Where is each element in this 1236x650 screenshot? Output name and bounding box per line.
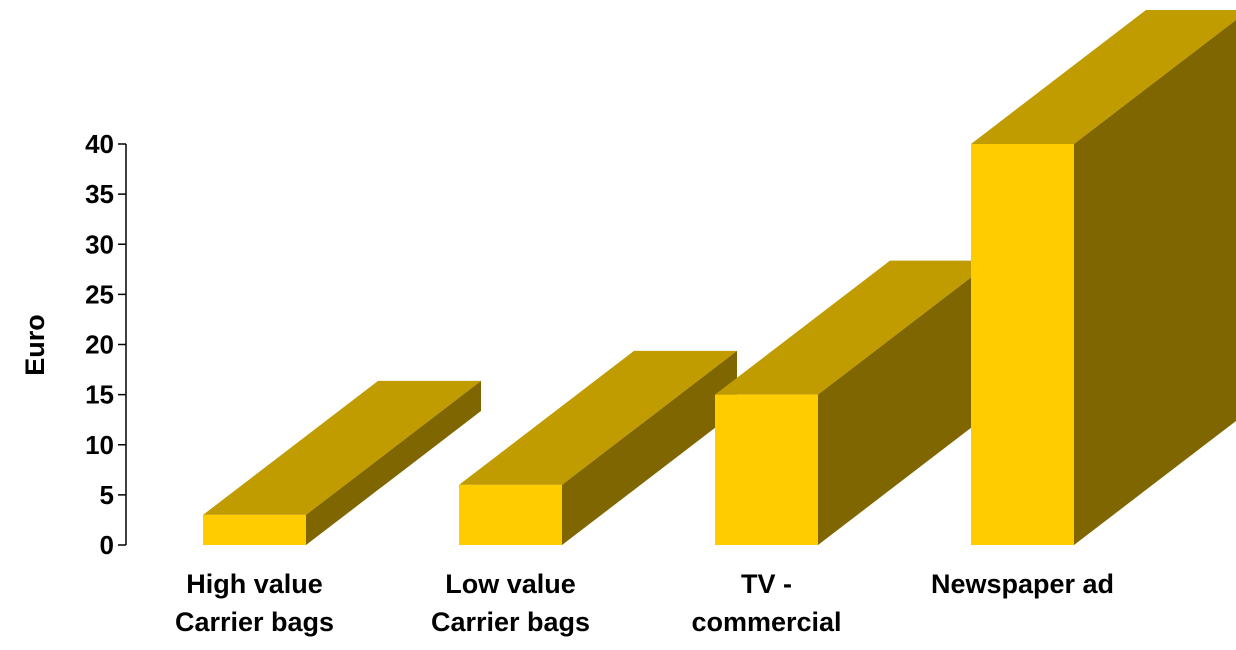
bar-front-face (459, 484, 562, 545)
x-tick-label: Newspaper ad (931, 569, 1114, 599)
x-axis-labels: High value Carrier bags Low value Carrier b… (175, 569, 1114, 637)
bars-layer (203, 10, 1236, 545)
bar-front-face (203, 514, 306, 545)
y-tick-label: 35 (85, 179, 114, 209)
bar (971, 10, 1236, 545)
bar (203, 380, 481, 545)
bar-top-face (715, 260, 993, 395)
bar-top-face (203, 380, 481, 515)
y-tick-label: 10 (85, 430, 114, 460)
y-tick-label: 30 (85, 229, 114, 259)
y-tick-label: 15 (85, 380, 114, 410)
y-tick-label: 25 (85, 279, 114, 309)
bar-top-face (459, 350, 737, 485)
y-tick-label: 20 (85, 330, 114, 360)
x-tick-label: High value Carrier bags (175, 569, 334, 637)
bar (715, 260, 993, 545)
x-tick-label: Low value Carrier bags (431, 569, 590, 637)
bar-side-face (562, 350, 737, 545)
y-tick-label: 40 (85, 129, 114, 159)
y-axis-title: Euro (20, 314, 50, 376)
bar-front-face (971, 144, 1074, 545)
bar-side-face (818, 260, 993, 545)
y-tick-label: 0 (100, 530, 114, 560)
bar (459, 350, 737, 545)
x-tick-label: TV -commercial (691, 569, 841, 637)
bar-front-face (715, 394, 818, 545)
y-tick-label: 5 (100, 480, 114, 510)
y-axis: 0 5 10 15 20 25 30 35 40 (85, 129, 127, 560)
bar-side-face (306, 380, 481, 545)
bar-top-face (971, 10, 1236, 144)
bar-side-face (1074, 19, 1236, 545)
